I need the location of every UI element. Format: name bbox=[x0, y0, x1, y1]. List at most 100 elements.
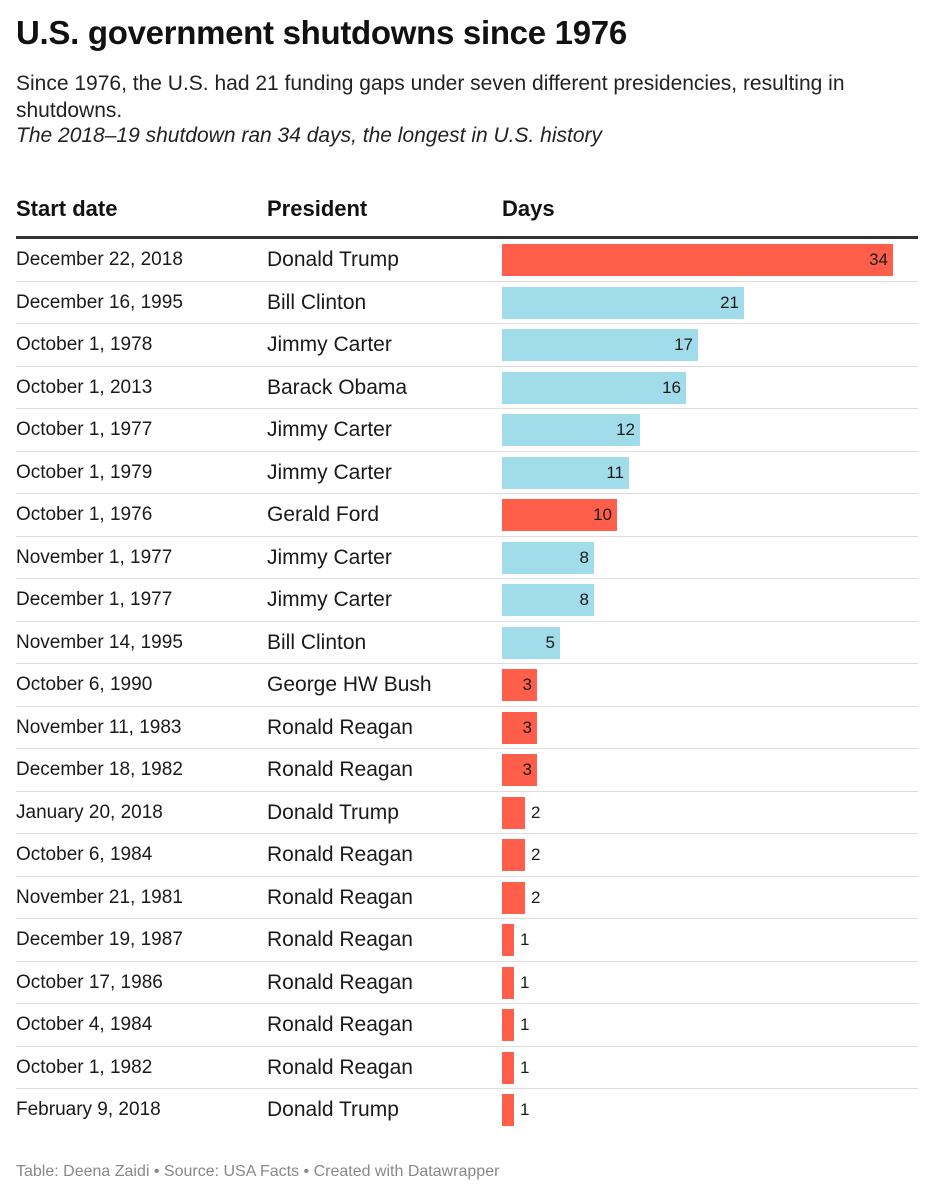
table-row: November 14, 1995 Bill Clinton 5 bbox=[16, 622, 918, 664]
days-value-label: 11 bbox=[606, 462, 624, 482]
table-row: October 1, 1978 Jimmy Carter 17 bbox=[16, 324, 918, 367]
days-bar bbox=[502, 669, 537, 701]
table-row: October 4, 1984 Ronald Reagan 1 bbox=[16, 1004, 918, 1047]
president-cell: Ronald Reagan bbox=[267, 1055, 413, 1079]
table-row: December 16, 1995 Bill Clinton 21 bbox=[16, 282, 918, 324]
table-row: October 1, 1982 Ronald Reagan 1 bbox=[16, 1047, 918, 1089]
president-cell: Ronald Reagan bbox=[267, 885, 413, 909]
start-date-cell: October 1, 1976 bbox=[16, 504, 153, 525]
table-row: December 19, 1987 Ronald Reagan 1 bbox=[16, 919, 918, 962]
days-value-label: 16 bbox=[662, 377, 681, 397]
column-header-start-date: Start date bbox=[16, 196, 118, 221]
president-cell: Jimmy Carter bbox=[267, 460, 392, 484]
days-bar bbox=[502, 966, 514, 999]
start-date-cell: November 21, 1981 bbox=[16, 886, 183, 908]
days-value-label: 2 bbox=[531, 845, 541, 864]
president-cell: George HW Bush bbox=[267, 673, 432, 696]
days-bar bbox=[502, 881, 525, 914]
days-bar bbox=[502, 584, 594, 616]
start-date-cell: October 4, 1984 bbox=[16, 1014, 153, 1035]
start-date-cell: October 6, 1990 bbox=[16, 674, 153, 695]
president-cell: Jimmy Carter bbox=[267, 588, 392, 611]
days-bar bbox=[502, 456, 629, 489]
days-bar bbox=[502, 754, 537, 786]
table-row: October 1, 2013 Barack Obama 16 bbox=[16, 367, 918, 409]
start-date-cell: February 9, 2018 bbox=[16, 1099, 161, 1120]
days-value-label: 3 bbox=[522, 760, 532, 779]
days-value-label: 1 bbox=[520, 972, 530, 992]
start-date-cell: October 17, 1986 bbox=[16, 971, 163, 993]
table-row: November 11, 1983 Ronald Reagan 3 bbox=[16, 707, 918, 749]
start-date-cell: October 1, 1979 bbox=[16, 461, 153, 483]
days-value-label: 8 bbox=[579, 590, 589, 609]
table-row: November 21, 1981 Ronald Reagan 2 bbox=[16, 877, 918, 919]
days-bar bbox=[502, 371, 686, 404]
president-cell: Donald Trump bbox=[267, 1098, 399, 1121]
start-date-cell: October 1, 1978 bbox=[16, 334, 153, 355]
subtitle-note: The 2018–19 shutdown ran 34 days, the lo… bbox=[16, 124, 603, 147]
table-row: October 1, 1977 Jimmy Carter 12 bbox=[16, 409, 918, 452]
start-date-cell: October 1, 2013 bbox=[16, 376, 153, 398]
start-date-cell: December 19, 1987 bbox=[16, 929, 183, 950]
header-divider bbox=[16, 236, 918, 239]
president-cell: Ronald Reagan bbox=[267, 715, 413, 739]
days-bar bbox=[502, 1051, 514, 1084]
president-cell: Bill Clinton bbox=[267, 630, 367, 654]
days-value-label: 17 bbox=[674, 335, 693, 354]
president-cell: Ronald Reagan bbox=[267, 1013, 413, 1036]
president-cell: Donald Trump bbox=[267, 800, 399, 824]
column-header-president: President bbox=[267, 196, 368, 221]
days-value-label: 3 bbox=[522, 675, 532, 694]
president-cell: Ronald Reagan bbox=[267, 928, 413, 951]
start-date-cell: December 16, 1995 bbox=[16, 291, 183, 313]
days-value-label: 12 bbox=[616, 420, 635, 439]
president-cell: Barack Obama bbox=[267, 375, 408, 399]
president-cell: Gerald Ford bbox=[267, 503, 380, 526]
table-row: January 20, 2018 Donald Trump 2 bbox=[16, 792, 918, 834]
table-row: October 1, 1979 Jimmy Carter 11 bbox=[16, 452, 918, 494]
start-date-cell: December 18, 1982 bbox=[16, 759, 183, 780]
days-bar bbox=[502, 924, 514, 956]
start-date-cell: October 6, 1984 bbox=[16, 844, 153, 865]
table-row: October 1, 1976 Gerald Ford 10 bbox=[16, 494, 918, 537]
days-bar bbox=[502, 244, 893, 276]
start-date-cell: November 1, 1977 bbox=[16, 546, 173, 568]
table-row: October 6, 1990 George HW Bush 3 bbox=[16, 664, 918, 707]
days-value-label: 3 bbox=[522, 717, 532, 737]
days-value-label: 1 bbox=[520, 1100, 530, 1119]
days-bar bbox=[502, 499, 617, 531]
start-date-cell: December 22, 2018 bbox=[16, 249, 183, 270]
days-value-label: 10 bbox=[593, 505, 612, 524]
days-bar bbox=[502, 329, 698, 361]
start-date-cell: January 20, 2018 bbox=[16, 801, 163, 823]
days-value-label: 34 bbox=[869, 250, 888, 269]
days-bar bbox=[502, 796, 525, 829]
table-row: December 1, 1977 Jimmy Carter 8 bbox=[16, 579, 918, 622]
president-cell: Ronald Reagan bbox=[267, 758, 413, 781]
days-bar bbox=[502, 1009, 514, 1041]
days-value-label: 2 bbox=[531, 802, 541, 822]
days-value-label: 2 bbox=[531, 887, 541, 907]
column-header-days: Days bbox=[502, 196, 555, 221]
start-date-cell: November 11, 1983 bbox=[16, 716, 182, 738]
days-bar bbox=[502, 626, 560, 659]
start-date-cell: November 14, 1995 bbox=[16, 631, 183, 653]
president-cell: Jimmy Carter bbox=[267, 545, 392, 569]
page-title: U.S. government shutdowns since 1976 bbox=[16, 14, 627, 51]
days-bar bbox=[502, 541, 594, 574]
start-date-cell: October 1, 1982 bbox=[16, 1056, 153, 1078]
footer-credit: Table: Deena Zaidi • Source: USA Facts •… bbox=[16, 1163, 500, 1180]
president-cell: Donald Trump bbox=[267, 248, 399, 271]
table-row: October 17, 1986 Ronald Reagan 1 bbox=[16, 962, 918, 1004]
table-row: October 6, 1984 Ronald Reagan 2 bbox=[16, 834, 918, 877]
days-bar bbox=[502, 711, 537, 744]
days-value-label: 5 bbox=[545, 632, 555, 652]
days-bar bbox=[502, 839, 525, 871]
president-cell: Jimmy Carter bbox=[267, 418, 392, 441]
table-row: December 22, 2018 Donald Trump 34 bbox=[16, 239, 918, 282]
subtitle: Since 1976, the U.S. had 21 funding gaps… bbox=[16, 72, 845, 122]
president-cell: Ronald Reagan bbox=[267, 970, 413, 994]
days-value-label: 1 bbox=[520, 930, 530, 949]
table-row: December 18, 1982 Ronald Reagan 3 bbox=[16, 749, 918, 792]
days-bar bbox=[502, 414, 640, 446]
